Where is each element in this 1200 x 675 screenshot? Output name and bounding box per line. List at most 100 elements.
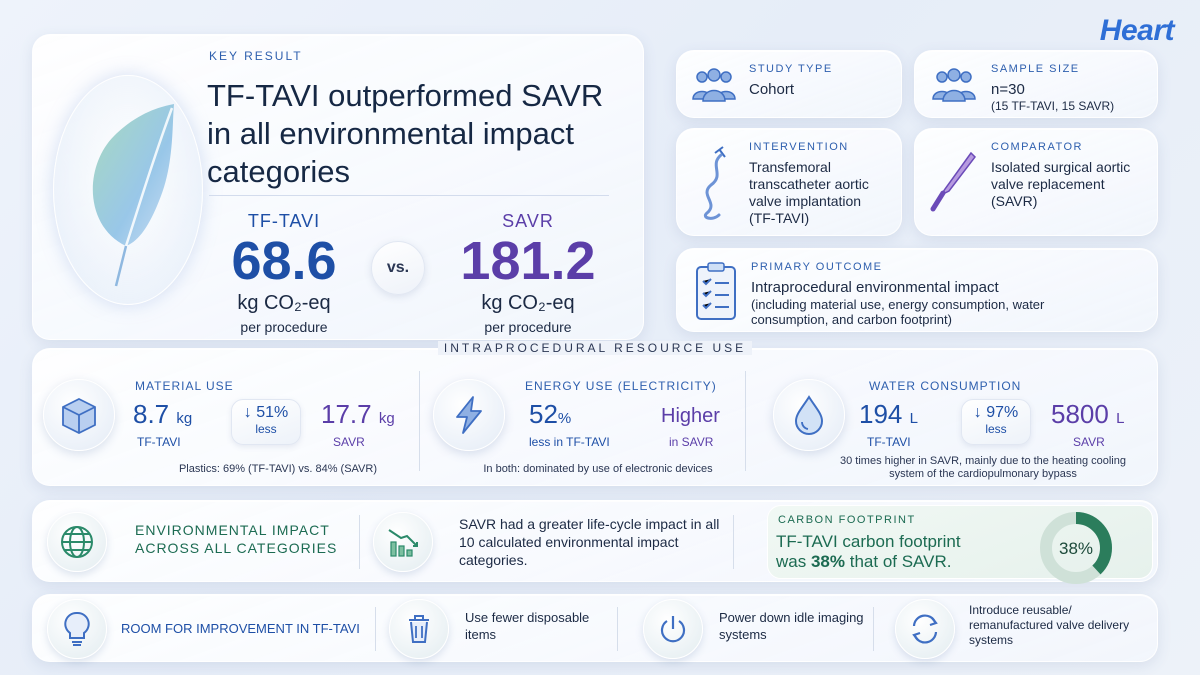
- material-tavi-number: 8.7: [133, 399, 170, 429]
- trash-icon: [389, 599, 449, 659]
- material-pct-label: less: [255, 422, 277, 436]
- donut-arc: [1040, 512, 1112, 584]
- water-pct-label: less: [985, 422, 1007, 436]
- key-result-card: KEY RESULT TF-TAVI outperformed SAVR in …: [32, 34, 644, 340]
- material-savr-unit: kg: [378, 410, 395, 427]
- primary-outcome-value: Intraprocedural environmental impact: [751, 279, 999, 296]
- savr-value: 181.2: [460, 231, 596, 291]
- impact-label: ENVIRONMENTAL IMPACT ACROSS ALL CATEGORI…: [135, 522, 338, 556]
- box-icon: [43, 379, 115, 451]
- study-type-label: STUDY TYPE: [749, 63, 833, 75]
- vs-badge: vs.: [371, 241, 425, 295]
- carbon-text-a: TF-TAVI carbon footprint: [776, 532, 961, 551]
- divider: [375, 607, 376, 651]
- sample-size-detail: (15 TF-TAVI, 15 SAVR): [991, 99, 1115, 113]
- study-type-value: Cohort: [749, 81, 795, 98]
- carbon-footprint-card: CARBON FOOTPRINT TF-TAVI carbon footprin…: [767, 505, 1153, 584]
- declining-chart-icon: [373, 512, 433, 572]
- primary-outcome-detail: (including material use, energy consumpt…: [751, 297, 1045, 327]
- sample-size-card: SAMPLE SIZE n=30 (15 TF-TAVI, 15 SAVR): [914, 50, 1158, 118]
- people-icon: [689, 65, 739, 105]
- water-savr-number: 5800: [1051, 399, 1109, 429]
- primary-outcome-card: PRIMARY OUTCOME Intraprocedural environm…: [676, 248, 1158, 332]
- carbon-text: TF-TAVI carbon footprint was 38% that of…: [776, 532, 1026, 572]
- tavi-label: TF-TAVI: [247, 211, 321, 231]
- water-drop-icon: [773, 379, 845, 451]
- material-savr-number: 17.7: [321, 399, 372, 429]
- divider: [873, 607, 874, 651]
- improvement-label: ROOM FOR IMPROVEMENT IN TF-TAVI: [121, 621, 360, 636]
- impact-text: SAVR had a greater life-cycle impact in …: [459, 516, 720, 568]
- savr-result: SAVR 181.2 kg CO₂-eq per procedure: [443, 211, 613, 335]
- material-pct: ↓ 51%: [243, 404, 289, 421]
- comparator-card: COMPARATOR Isolated surgical aortic valv…: [914, 128, 1158, 236]
- energy-unit: %: [557, 410, 572, 427]
- material-tavi-value: 8.7 kg: [133, 399, 192, 430]
- hero-title: TF-TAVI outperformed SAVR in all environ…: [207, 78, 604, 189]
- resource-title: INTRAPROCEDURAL RESOURCE USE: [33, 341, 1157, 355]
- donut-label: 38%: [1059, 539, 1093, 558]
- catheter-icon: [689, 143, 739, 223]
- people-icon: [929, 65, 979, 105]
- energy-savr-value: Higher: [661, 405, 720, 427]
- water-savr-unit: L: [1116, 410, 1125, 427]
- water-pct: ↓ 97%: [973, 404, 1019, 421]
- intervention-label: INTERVENTION: [749, 141, 849, 153]
- comparator-label: COMPARATOR: [991, 141, 1084, 153]
- study-type-card: STUDY TYPE Cohort: [676, 50, 902, 118]
- carbon-pct: 38%: [810, 552, 845, 571]
- globe-icon: [47, 512, 107, 572]
- water-note: 30 times higher in SAVR, mainly due to t…: [840, 455, 1126, 480]
- sample-size-value: n=30: [991, 81, 1025, 98]
- energy-note: In both: dominated by use of electronic …: [483, 463, 713, 475]
- energy-value-label: less in TF-TAVI: [529, 435, 610, 449]
- power-icon: [643, 599, 703, 659]
- scalpel-icon: [927, 145, 977, 215]
- energy-value: 52%: [529, 399, 571, 430]
- divider: [359, 515, 360, 569]
- resource-use-card: INTRAPROCEDURAL RESOURCE USE MATERIAL US…: [32, 341, 1158, 486]
- water-tavi-value: 194 L: [859, 399, 918, 430]
- clipboard-icon: [691, 259, 741, 323]
- water-tavi-label: TF-TAVI: [867, 435, 911, 449]
- divider: [733, 515, 734, 569]
- divider: [617, 607, 618, 651]
- savr-label: SAVR: [502, 211, 554, 231]
- carbon-label: CARBON FOOTPRINT: [778, 514, 916, 526]
- material-savr-label: SAVR: [333, 435, 365, 449]
- intervention-value: Transfemoral transcatheter aortic valve …: [749, 159, 869, 226]
- improvement-card: ROOM FOR IMPROVEMENT IN TF-TAVI Use fewe…: [32, 594, 1158, 662]
- water-savr-label: SAVR: [1073, 435, 1105, 449]
- primary-outcome-label: PRIMARY OUTCOME: [751, 261, 883, 273]
- carbon-text-b: was: [776, 552, 807, 571]
- material-savr-value: 17.7 kg: [321, 399, 395, 430]
- savr-sub: per procedure: [484, 319, 572, 335]
- carbon-donut: 38%: [1040, 512, 1112, 584]
- sample-size-label: SAMPLE SIZE: [991, 63, 1080, 75]
- material-reduction-badge: ↓ 51% less: [231, 399, 301, 445]
- comparator-value: Isolated surgical aortic valve replaceme…: [991, 159, 1131, 209]
- material-note: Plastics: 69% (TF-TAVI) vs. 84% (SAVR): [178, 463, 378, 475]
- material-label: MATERIAL USE: [135, 379, 234, 393]
- key-result-label: KEY RESULT: [209, 49, 303, 63]
- tavi-value: 68.6: [231, 231, 337, 291]
- energy-number: 52: [529, 399, 558, 429]
- energy-label: ENERGY USE (ELECTRICITY): [525, 379, 717, 393]
- impact-card: ENVIRONMENTAL IMPACT ACROSS ALL CATEGORI…: [32, 500, 1158, 584]
- recycle-icon: [895, 599, 955, 659]
- improvement-item-2: Power down idle imaging systems: [719, 610, 864, 642]
- water-reduction-badge: ↓ 97% less: [961, 399, 1031, 445]
- divider: [419, 371, 420, 471]
- tavi-result: TF-TAVI 68.6 kg CO₂-eq per procedure: [209, 211, 359, 335]
- carbon-text-c: that of SAVR.: [849, 552, 952, 571]
- leaf-icon: [53, 75, 203, 305]
- energy-savr-label: in SAVR: [669, 435, 714, 449]
- lightbulb-icon: [47, 599, 107, 659]
- tavi-unit: kg CO₂-eq: [237, 292, 331, 314]
- improvement-item-1: Use fewer disposable items: [465, 610, 590, 642]
- water-label: WATER CONSUMPTION: [869, 379, 1022, 393]
- water-tavi-number: 194: [859, 399, 903, 429]
- tavi-sub: per procedure: [240, 319, 328, 335]
- improvement-item-3: Introduce reusable/ remanufactured valve…: [969, 603, 1130, 647]
- water-tavi-unit: L: [909, 410, 918, 427]
